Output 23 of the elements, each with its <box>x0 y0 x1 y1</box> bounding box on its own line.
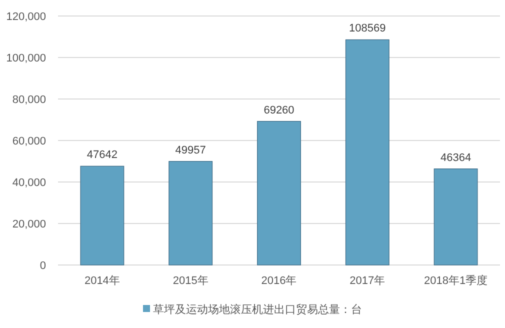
bar <box>345 39 390 266</box>
data-label: 46364 <box>440 152 472 164</box>
x-tick-label: 2017年 <box>350 275 386 287</box>
y-tick-label: 20,000 <box>12 218 46 230</box>
x-tick-label: 2015年 <box>172 275 208 287</box>
x-tick-label: 2016年 <box>261 275 297 287</box>
y-tick-label: 40,000 <box>12 177 46 189</box>
y-tick-label: 60,000 <box>12 136 46 148</box>
y-tick-label: 120,000 <box>6 11 46 23</box>
legend-label: 草坪及运动场地滚压机进出口贸易总量：台 <box>153 303 362 316</box>
y-tick-label: 80,000 <box>12 94 46 106</box>
bar <box>434 168 478 266</box>
data-label: 49957 <box>175 144 206 156</box>
x-tick-label: 2014年 <box>84 275 120 287</box>
x-tick-label: 2018年1季度 <box>424 274 488 287</box>
bar <box>80 166 124 266</box>
data-label: 47642 <box>86 149 118 162</box>
data-label: 69260 <box>264 104 294 116</box>
data-label: 108569 <box>349 22 386 35</box>
bar <box>257 120 301 266</box>
y-tick-label: 100,000 <box>6 52 46 64</box>
y-tick-label: 0 <box>40 260 46 272</box>
bar <box>168 161 213 266</box>
